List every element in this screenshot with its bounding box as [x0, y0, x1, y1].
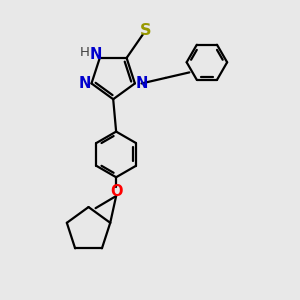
Text: O: O [110, 184, 122, 199]
Text: S: S [140, 23, 152, 38]
Text: H: H [80, 46, 89, 59]
Text: N: N [89, 47, 102, 62]
Text: N: N [79, 76, 91, 91]
Text: N: N [135, 76, 148, 91]
